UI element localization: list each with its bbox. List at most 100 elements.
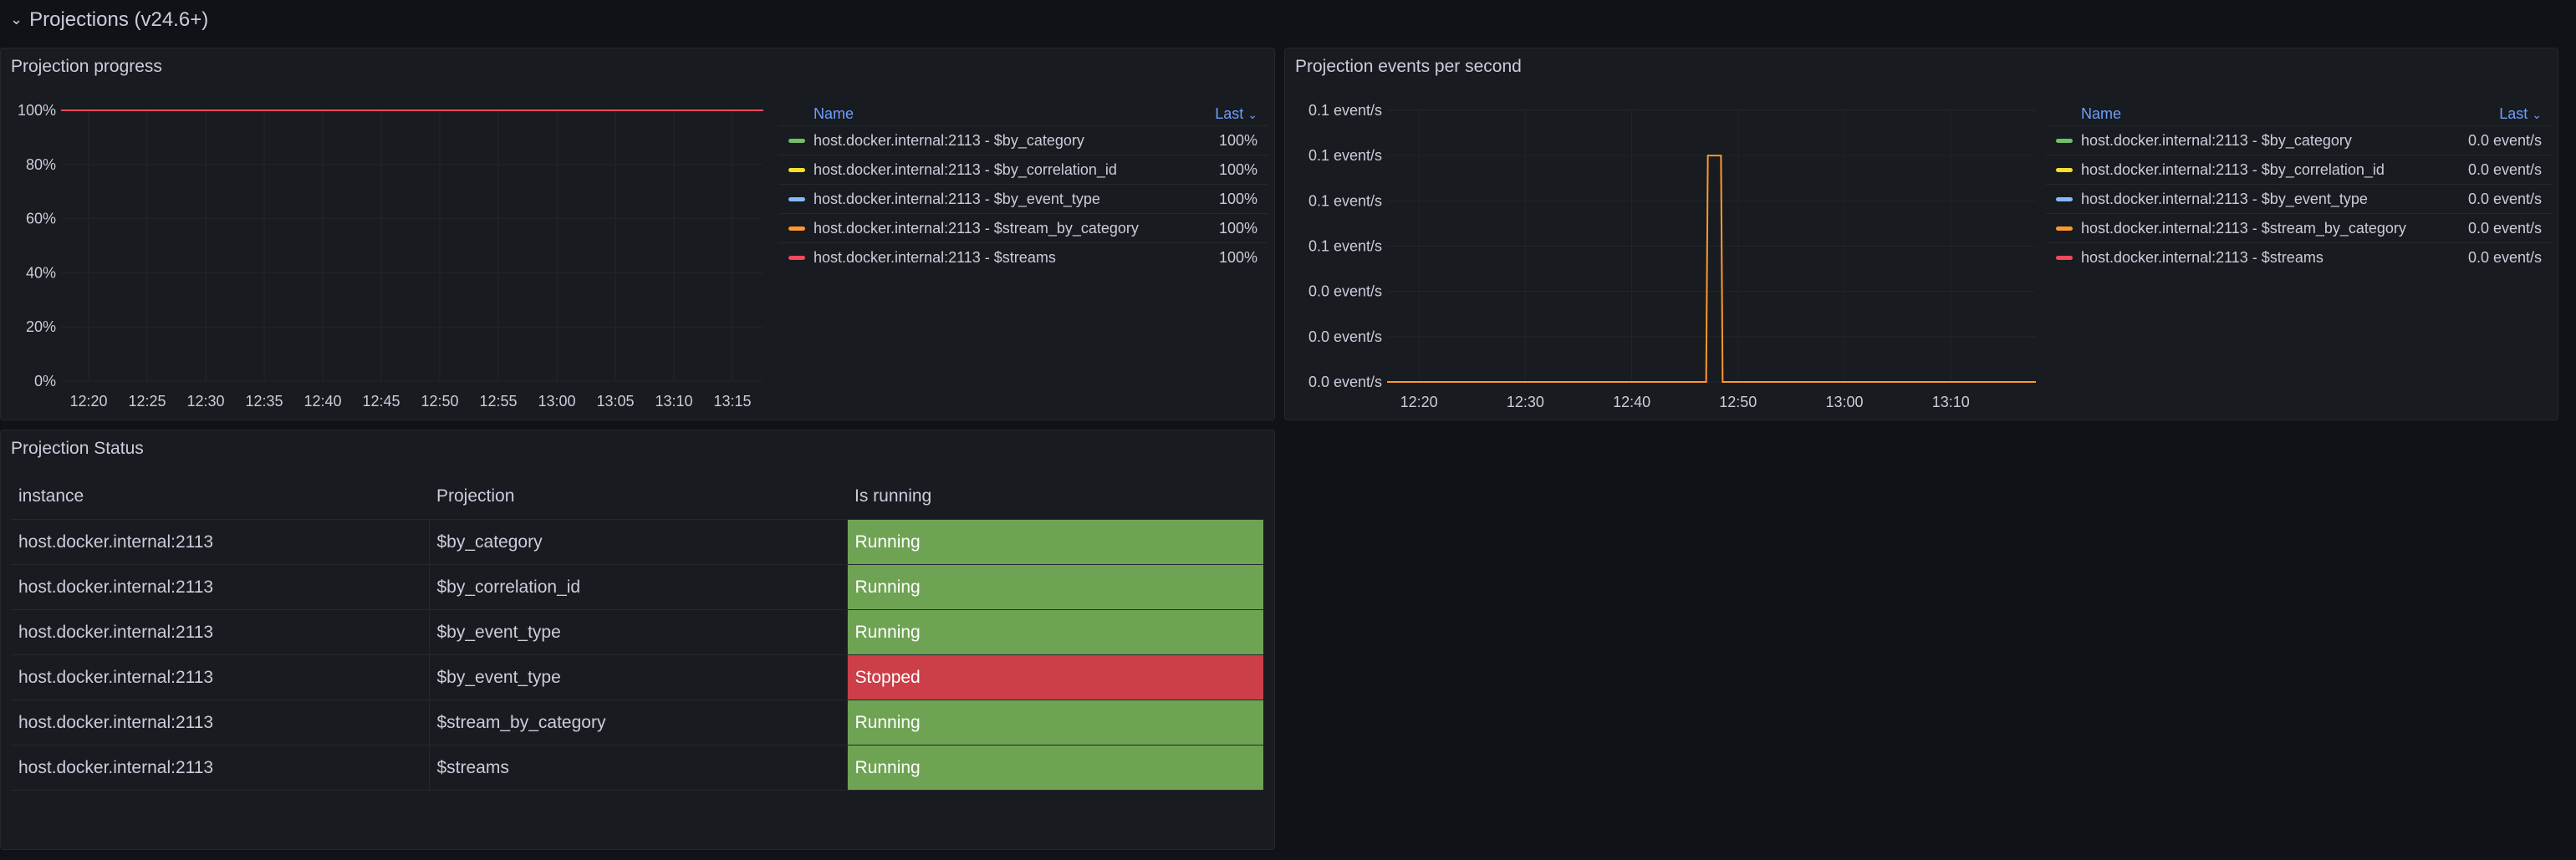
legend-label: host.docker.internal:2113 - $streams (814, 249, 1056, 266)
x-tick-label: 13:00 (538, 393, 575, 410)
legend-name-header[interactable]: Name (814, 105, 854, 122)
legend-value: 100% (1218, 161, 1257, 178)
legend-color-swatch (788, 256, 805, 260)
column-header-is-running[interactable]: Is running (847, 474, 1263, 520)
projection-cell: $stream_by_category (429, 700, 848, 746)
legend-item[interactable]: host.docker.internal:2113 - $stream_by_c… (778, 213, 1268, 242)
y-tick-label: 0.0 event/s (1308, 283, 1382, 300)
y-tick-label: 100% (18, 102, 56, 119)
legend-color-swatch (2056, 168, 2073, 172)
instance-cell: host.docker.internal:2113 (11, 609, 430, 655)
legend-value: 100% (1218, 191, 1257, 207)
x-tick-label: 12:40 (1613, 394, 1650, 410)
legend-item[interactable]: host.docker.internal:2113 - $by_category… (2046, 125, 2552, 155)
legend-label: host.docker.internal:2113 - $by_correlat… (2081, 161, 2385, 178)
events-chart[interactable]: 0.0 event/s 0.0 event/s 0.0 event/s 0.1 eve… (1285, 1, 2046, 421)
x-tick-label: 12:30 (186, 393, 224, 410)
legend-last-header[interactable]: Last ⌄ (1215, 105, 1257, 122)
legend-item[interactable]: host.docker.internal:2113 - $by_event_ty… (778, 184, 1268, 213)
x-tick-label: 12:55 (479, 393, 517, 410)
x-tick-label: 13:10 (1932, 394, 1970, 410)
x-tick-label: 12:40 (304, 393, 341, 410)
x-tick-label: 12:20 (69, 393, 107, 410)
x-tick-label: 12:30 (1507, 394, 1544, 410)
table-row: host.docker.internal:2113 $by_event_type R… (11, 609, 1263, 655)
instance-cell: host.docker.internal:2113 (11, 654, 430, 700)
legend-item[interactable]: host.docker.internal:2113 - $by_event_ty… (2046, 184, 2552, 213)
y-tick-label: 80% (26, 156, 56, 173)
legend-item[interactable]: host.docker.internal:2113 - $by_category… (778, 125, 1268, 155)
x-tick-label: 13:10 (655, 393, 692, 410)
x-tick-label: 13:00 (1825, 394, 1863, 410)
x-tick-label: 12:50 (1719, 394, 1757, 410)
table-row: host.docker.internal:2113 $streams Running (11, 745, 1263, 791)
y-tick-label: 0.1 event/s (1308, 102, 1382, 119)
table-row: host.docker.internal:2113 $stream_by_cate… (11, 700, 1263, 746)
table-row: host.docker.internal:2113 $by_correlation… (11, 564, 1263, 610)
x-tick-label: 12:45 (362, 393, 400, 410)
sort-chevron-icon: ⌄ (1247, 108, 1257, 121)
legend-label: host.docker.internal:2113 - $by_category (814, 132, 1084, 149)
legend-label: host.docker.internal:2113 - $streams (2081, 249, 2324, 266)
legend-color-swatch (2056, 226, 2073, 231)
legend-label: host.docker.internal:2113 - $by_category (2081, 132, 2352, 149)
y-tick-label: 60% (26, 211, 56, 227)
legend-label: host.docker.internal:2113 - $by_event_ty… (2081, 191, 2368, 207)
legend-color-swatch (2056, 139, 2073, 143)
legend-value: 0.0 event/s (2467, 220, 2542, 237)
legend-item[interactable]: host.docker.internal:2113 - $streams 0.0 … (2046, 242, 2552, 272)
progress-legend: Name Last ⌄ host.docker.internal:2113 - … (778, 97, 1268, 272)
series-line[interactable] (1387, 155, 2036, 383)
y-tick-label: 40% (26, 264, 56, 281)
sort-chevron-icon: ⌄ (2532, 108, 2542, 121)
legend-value: 0.0 event/s (2467, 249, 2542, 266)
status-cell: Running (847, 564, 1263, 610)
x-tick-label: 12:35 (245, 393, 283, 410)
legend-color-swatch (788, 168, 805, 172)
column-header-projection[interactable]: Projection (429, 474, 847, 520)
panel-title[interactable]: Projection Status (11, 439, 144, 458)
x-tick-label: 13:15 (713, 393, 751, 410)
legend-color-swatch (2056, 256, 2073, 260)
status-cell: Stopped (847, 654, 1263, 700)
legend-item[interactable]: host.docker.internal:2113 - $by_correlat… (778, 155, 1268, 184)
legend-color-swatch (2056, 197, 2073, 201)
y-tick-label: 0.1 event/s (1308, 147, 1382, 164)
legend-label: host.docker.internal:2113 - $stream_by_c… (814, 220, 1139, 237)
legend-value: 100% (1218, 132, 1257, 149)
legend-value: 0.0 event/s (2467, 191, 2542, 207)
x-tick-label: 12:25 (128, 393, 166, 410)
status-cell: Running (847, 519, 1263, 565)
legend-name-header[interactable]: Name (2081, 105, 2122, 122)
y-tick-label: 0.1 event/s (1308, 192, 1382, 209)
projection-cell: $by_event_type (429, 654, 848, 700)
legend-label: host.docker.internal:2113 - $by_correlat… (814, 161, 1117, 178)
projection-cell: $by_event_type (429, 609, 848, 655)
panel-title[interactable]: Projection events per second (1295, 57, 1522, 76)
legend-item[interactable]: host.docker.internal:2113 - $by_correlat… (2046, 155, 2552, 184)
status-table: instance Projection Is running host.dock… (11, 474, 1263, 791)
events-legend: Name Last ⌄ host.docker.internal:2113 - … (2046, 97, 2552, 272)
x-tick-label: 13:05 (596, 393, 634, 410)
legend-last-header[interactable]: Last ⌄ (2499, 105, 2542, 122)
legend-item[interactable]: host.docker.internal:2113 - $stream_by_c… (2046, 213, 2552, 242)
projection-cell: $by_correlation_id (429, 564, 848, 610)
projection-cell: $by_category (429, 519, 848, 565)
projection-cell: $streams (429, 745, 848, 791)
x-tick-label: 12:20 (1400, 394, 1438, 410)
legend-color-swatch (788, 139, 805, 143)
legend-item[interactable]: host.docker.internal:2113 - $streams 100% (778, 242, 1268, 272)
status-panel: Projection Status instance Projection Is… (0, 430, 1275, 850)
legend-value: 100% (1218, 220, 1257, 237)
panel-title[interactable]: Projection progress (11, 57, 162, 76)
column-header-instance[interactable]: instance (11, 474, 429, 520)
row-title: Projections (v24.6+) (29, 8, 209, 31)
progress-panel: Projection progress 0% 20% 40% 60% 80% 100% 12… (0, 48, 1275, 420)
progress-chart[interactable]: 0% 20% 40% 60% 80% 100% 12:20 12:25 12:30 12:35 12… (1, 1, 770, 421)
y-tick-label: 20% (26, 318, 56, 335)
row-collapse-toggle[interactable]: ⌄ Projections (v24.6+) (10, 5, 208, 35)
events-panel: Projection events per second 0.0 event/s… (1284, 48, 2558, 420)
y-tick-label: 0% (34, 373, 56, 389)
status-cell: Running (847, 609, 1263, 655)
status-cell: Running (847, 700, 1263, 746)
